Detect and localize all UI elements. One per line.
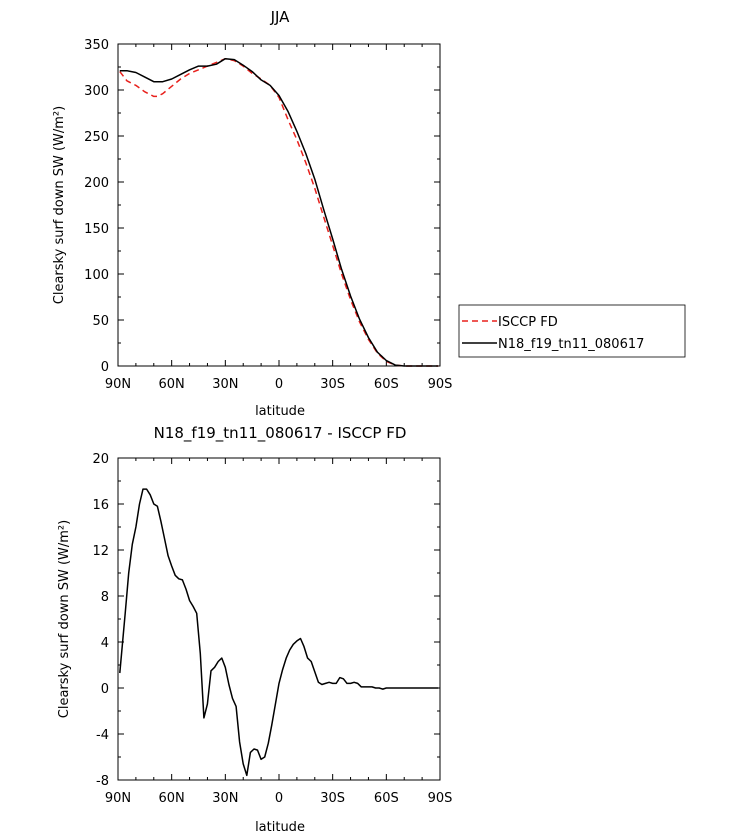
- legend: ISCCP FD N18_f19_tn11_080617: [458, 304, 686, 358]
- x-tick-label-1: 60N: [159, 791, 185, 806]
- x-tick-label-5: 60S: [374, 377, 399, 392]
- y-tick-label-7: 350: [84, 38, 109, 53]
- series-line-0: [119, 57, 439, 367]
- top-series: [119, 57, 439, 367]
- y-tick-label-2: 100: [84, 268, 109, 283]
- x-tick-label-2: 30N: [212, 791, 238, 806]
- y-tick-label-5: 250: [84, 130, 109, 145]
- bottom-x-axis-label: latitude: [255, 820, 305, 835]
- x-tick-label-1: 60N: [159, 377, 185, 392]
- top-plot-frame: [117, 43, 441, 367]
- legend-label-model: N18_f19_tn11_080617: [498, 337, 644, 352]
- x-tick-label-0: 90N: [105, 377, 131, 392]
- legend-label-isccp: ISCCP FD: [498, 315, 558, 330]
- y-tick-label-1: 50: [92, 314, 109, 329]
- y-tick-label-1: -4: [96, 728, 109, 743]
- y-tick-label-4: 200: [84, 176, 109, 191]
- series-line-1: [119, 57, 439, 367]
- y-tick-label-2: 0: [101, 682, 109, 697]
- top-x-axis-label: latitude: [255, 404, 305, 419]
- bottom-panel: N18_f19_tn11_080617 - ISCCP FD -8 -4 0 4 8 12…: [57, 424, 452, 835]
- x-tick-label-6: 90S: [428, 791, 453, 806]
- y-tick-label-0: 0: [101, 360, 109, 375]
- top-y-axis-label: Clearsky surf down SW (W/m²): [52, 106, 67, 304]
- bottom-series: [119, 488, 439, 777]
- top-panel: JJA 0 50 100 150 200 250 300 350 90N 60N 30N 0 30S 6…: [52, 8, 686, 419]
- y-tick-label-6: 16: [92, 498, 109, 513]
- y-tick-label-0: -8: [96, 774, 109, 789]
- x-tick-label-3: 0: [275, 377, 283, 392]
- y-tick-label-3: 4: [101, 636, 109, 651]
- legend-box: [458, 304, 686, 358]
- x-tick-label-4: 30S: [320, 377, 345, 392]
- bottom-title: N18_f19_tn11_080617 - ISCCP FD: [154, 424, 407, 443]
- x-tick-label-5: 60S: [374, 791, 399, 806]
- top-x-ticks: 90N 60N 30N 0 30S 60S 90S: [105, 44, 453, 392]
- top-y-ticks: 0 50 100 150 200 250 300 350: [84, 38, 440, 375]
- x-tick-label-2: 30N: [212, 377, 238, 392]
- series-line-0: [119, 488, 439, 777]
- y-tick-label-7: 20: [92, 452, 109, 467]
- y-tick-label-4: 8: [101, 590, 109, 605]
- x-tick-label-4: 30S: [320, 791, 345, 806]
- x-tick-label-0: 90N: [105, 791, 131, 806]
- x-tick-label-3: 0: [275, 791, 283, 806]
- y-tick-label-3: 150: [84, 222, 109, 237]
- bottom-y-ticks: -8 -4 0 4 8 12 16 20: [92, 452, 440, 789]
- x-tick-label-6: 90S: [428, 377, 453, 392]
- bottom-y-axis-label: Clearsky surf down SW (W/m²): [57, 520, 72, 718]
- top-title: JJA: [270, 8, 291, 26]
- bottom-x-ticks: 90N 60N 30N 0 30S 60S 90S: [105, 458, 453, 806]
- bottom-plot-frame: [117, 457, 441, 781]
- y-tick-label-5: 12: [92, 544, 109, 559]
- y-tick-label-6: 300: [84, 84, 109, 99]
